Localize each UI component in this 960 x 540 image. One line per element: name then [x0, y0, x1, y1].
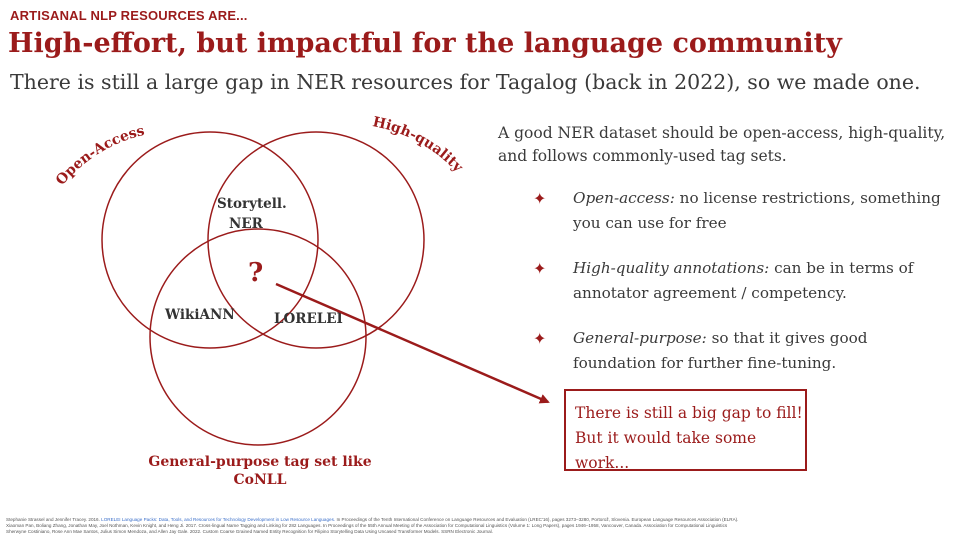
venn-label-open-access: Open-Access — [53, 123, 146, 189]
reference-1: Stephanie Strassel and Jennifer Tracey. … — [6, 517, 739, 522]
slide-kicker: ARTISANAL NLP RESOURCES ARE... — [10, 8, 248, 23]
bullet-text: no license restrictions, something you c… — [573, 189, 941, 232]
venn-region-lorelei: LORELEI — [274, 311, 343, 327]
bullet-term: Open-access: — [573, 189, 675, 207]
venn-circle-open-access — [101, 131, 319, 349]
venn-label-conll: CoNLL — [234, 472, 287, 488]
bullet-text: so that it gives good foundation for fur… — [573, 329, 868, 372]
reference-3: Sherwyne Costiniano, Rose Ann Mae Santos… — [6, 529, 493, 534]
venn-circle-high-quality — [207, 131, 425, 349]
four-point-star-icon: ✦ — [533, 329, 547, 348]
venn-diagram: Open-Access High-quality Storytell. NER … — [53, 114, 550, 488]
slide-subtitle: There is still a large gap in NER resour… — [10, 70, 921, 94]
criteria-bullet-general-purpose: ✦ General-purpose: so that it gives good… — [498, 326, 948, 376]
slide-title: High-effort, but impactful for the langu… — [8, 28, 842, 59]
four-point-star-icon: ✦ — [533, 189, 547, 208]
four-point-star-icon: ✦ — [533, 259, 547, 278]
criteria-bullet-high-quality: ✦ High-quality annotations: can be in te… — [498, 256, 948, 306]
bullet-text: can be in terms of annotator agreement /… — [573, 259, 914, 302]
venn-region-wikiann: WikiANN — [164, 307, 235, 323]
criteria-intro: A good NER dataset should be open-access… — [498, 124, 946, 165]
venn-label-general-purpose: General-purpose tag set like — [148, 454, 371, 470]
venn-label-high-quality: High-quality — [371, 114, 466, 176]
callout-box: There is still a big gap to fill! But it… — [564, 389, 807, 472]
criteria-bullet-open-access: ✦ Open-access: no license restrictions, … — [498, 186, 948, 236]
bullet-term: High-quality annotations: — [573, 259, 770, 277]
reference-2: Xiaoman Pan, Boliang Zhang, Jonathan May… — [6, 523, 728, 528]
references: Stephanie Strassel and Jennifer Tracey. … — [6, 517, 738, 535]
callout-arrow — [275, 282, 550, 404]
criteria-panel: A good NER dataset should be open-access… — [498, 122, 948, 396]
reference-link[interactable]: LORELEI Language Packs: Data, Tools, and… — [101, 517, 336, 522]
venn-region-storytell: Storytell. — [217, 196, 287, 212]
bullet-term: General-purpose: — [573, 329, 707, 347]
venn-region-storytell-ner: NER — [229, 216, 264, 232]
venn-circle-general-purpose — [149, 228, 367, 446]
venn-center-question-mark: ? — [248, 258, 263, 288]
